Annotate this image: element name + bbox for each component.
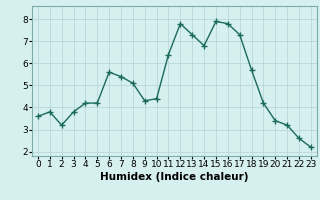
X-axis label: Humidex (Indice chaleur): Humidex (Indice chaleur) xyxy=(100,172,249,182)
